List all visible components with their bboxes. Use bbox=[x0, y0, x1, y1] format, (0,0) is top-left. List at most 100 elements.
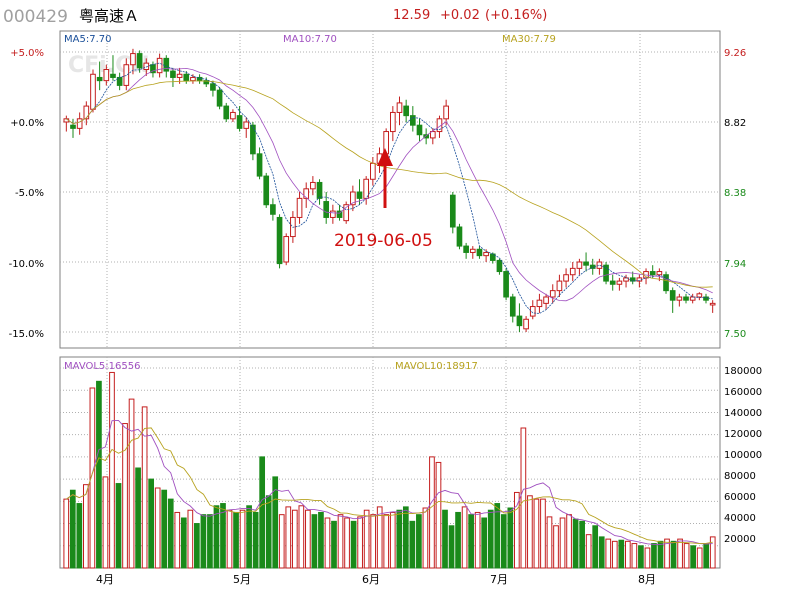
volume-bar bbox=[638, 545, 644, 569]
volume-tick: 60000 bbox=[724, 492, 756, 503]
mavol5-line bbox=[66, 419, 713, 545]
volume-bar bbox=[350, 520, 357, 569]
candle-body bbox=[409, 115, 416, 126]
volume-bar bbox=[709, 536, 716, 569]
month-label: 5月 bbox=[233, 573, 251, 586]
candle-body bbox=[656, 271, 663, 276]
volume-bar bbox=[194, 523, 200, 569]
volume-bar bbox=[409, 520, 416, 569]
volume-bar bbox=[246, 505, 252, 569]
left-tick: -15.0% bbox=[9, 329, 44, 340]
candlestick-series bbox=[63, 48, 716, 332]
volume-tick: 40000 bbox=[724, 513, 756, 524]
stock-change-pct: (+0.16%) bbox=[485, 8, 547, 23]
volume-bar bbox=[383, 514, 390, 569]
candle-body bbox=[416, 124, 423, 136]
volume-bar bbox=[331, 520, 337, 569]
candle-body bbox=[230, 111, 236, 120]
volume-bar bbox=[141, 406, 148, 569]
volume-bar bbox=[207, 514, 213, 569]
volume-bar bbox=[324, 517, 331, 569]
volume-bar bbox=[148, 478, 155, 569]
candle-body bbox=[90, 73, 96, 110]
candle-body bbox=[296, 197, 303, 218]
volume-bar bbox=[683, 543, 690, 569]
candle-body bbox=[143, 62, 150, 71]
candle-body bbox=[649, 271, 656, 276]
candle-body bbox=[683, 296, 689, 301]
volume-bar bbox=[605, 538, 612, 569]
candle-body bbox=[663, 274, 669, 292]
candle-body bbox=[170, 70, 176, 78]
candle-body bbox=[263, 175, 270, 206]
volume-bar bbox=[337, 514, 344, 569]
candle-body bbox=[456, 226, 463, 247]
volume-bar bbox=[579, 520, 585, 569]
volume-bar bbox=[233, 511, 239, 569]
annotation-arrow-head bbox=[377, 148, 393, 166]
volume-bar bbox=[644, 547, 651, 569]
month-label: 8月 bbox=[638, 573, 656, 586]
candle-body bbox=[469, 248, 476, 253]
volume-bar bbox=[252, 511, 259, 569]
left-percent-axis: +5.0% +0.0% -5.0% -10.0% -15.0% bbox=[9, 48, 44, 340]
volume-bar bbox=[402, 506, 409, 569]
volume-bar bbox=[76, 503, 83, 569]
volume-bar bbox=[448, 525, 455, 569]
candle-body bbox=[370, 162, 376, 180]
volume-bar bbox=[455, 511, 461, 569]
volume-bar bbox=[83, 484, 89, 569]
candle-body bbox=[523, 318, 529, 330]
stock-price: 12.59 bbox=[393, 8, 430, 23]
volume-bar bbox=[435, 461, 442, 569]
volume-bar bbox=[305, 509, 311, 569]
candle-body bbox=[70, 124, 76, 129]
candle-body bbox=[203, 80, 210, 85]
candle-body bbox=[310, 181, 316, 190]
candle-body bbox=[76, 118, 83, 129]
volume-axis: 180000 160000 140000 120000 100000 80000… bbox=[724, 366, 762, 545]
volume-bar bbox=[611, 540, 618, 569]
volume-bar bbox=[481, 517, 488, 569]
candle-body bbox=[276, 216, 283, 265]
volume-bar bbox=[618, 539, 625, 569]
candle-body bbox=[449, 194, 456, 228]
candle-body bbox=[476, 248, 483, 257]
month-label: 6月 bbox=[362, 573, 380, 586]
right-tick: 9.26 bbox=[724, 48, 746, 59]
volume-bar bbox=[89, 387, 96, 569]
volume-bars bbox=[63, 371, 716, 569]
volume-bar bbox=[598, 536, 605, 569]
candle-body bbox=[243, 121, 250, 129]
volume-bar bbox=[285, 506, 292, 569]
volume-bar bbox=[474, 511, 481, 569]
ma10-label: MA10:7.70 bbox=[283, 34, 337, 45]
right-tick: 8.82 bbox=[724, 118, 746, 129]
right-tick: 8.38 bbox=[724, 188, 746, 199]
ma5-label: MA5:7.70 bbox=[64, 34, 111, 45]
candle-body bbox=[669, 290, 676, 301]
candle-body bbox=[250, 124, 256, 155]
candle-body bbox=[676, 296, 683, 301]
volume-bar bbox=[487, 509, 494, 569]
volume-bar bbox=[429, 456, 435, 569]
left-tick: +0.0% bbox=[10, 118, 44, 129]
mavol5-label: MAVOL5:16556 bbox=[64, 361, 140, 372]
volume-bar bbox=[696, 547, 703, 569]
candle-body bbox=[556, 280, 563, 292]
volume-bar bbox=[122, 423, 128, 569]
volume-bar bbox=[167, 498, 174, 569]
candle-body bbox=[509, 296, 516, 317]
volume-bar bbox=[631, 543, 638, 569]
volume-bar bbox=[657, 540, 664, 569]
volume-bar bbox=[135, 467, 141, 569]
volume-bar bbox=[651, 543, 657, 569]
candle-body bbox=[83, 105, 90, 120]
right-tick: 7.94 bbox=[724, 259, 746, 270]
annotation-date: 2019-06-05 bbox=[334, 231, 433, 251]
left-tick: +5.0% bbox=[10, 48, 44, 59]
candle-body bbox=[709, 302, 716, 306]
candle-body bbox=[336, 210, 343, 218]
